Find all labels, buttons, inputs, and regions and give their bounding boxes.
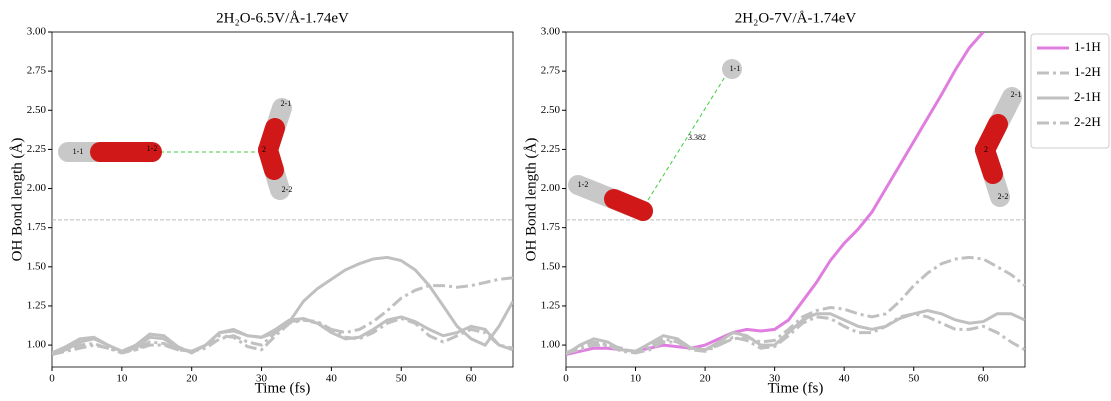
y-tick-label: 1.00: [27, 339, 47, 351]
chart-title: 2H₂O-7V/Å-1.74eV: [735, 10, 857, 26]
legend-label: 2-1H: [1074, 89, 1101, 104]
x-tick-label: 30: [256, 373, 268, 385]
figure: 2H₂O-6.5V/Å-1.74eVTime (fs)OH Bond lengt…: [0, 0, 1111, 401]
annotation: 1-1: [73, 147, 84, 156]
y-tick-label: 1.25: [541, 299, 561, 311]
series-group: [566, 32, 1025, 355]
x-tick-label: 10: [116, 373, 128, 385]
y-tick-label: 2.00: [541, 182, 561, 194]
y-tick-label: 2.75: [27, 65, 47, 77]
annotation: 2: [262, 145, 266, 154]
annotation: 2-2: [998, 192, 1009, 201]
y-tick-label: 3.00: [27, 26, 47, 38]
x-tick-label: 0: [563, 373, 569, 385]
y-tick-label: 1.75: [27, 221, 47, 233]
x-tick-label: 40: [839, 373, 851, 385]
annotation: 1-2: [147, 144, 158, 153]
x-tick-label: 40: [326, 373, 338, 385]
annotation: 1-1: [730, 64, 741, 73]
molecule-bond: [614, 199, 643, 211]
x-tick-label: 50: [396, 373, 408, 385]
y-tick-label: 2.00: [27, 182, 47, 194]
y-axis-label: OH Bond length (Å): [9, 138, 25, 262]
y-tick-label: 1.25: [27, 299, 47, 311]
y-tick-label: 1.50: [541, 260, 561, 272]
chart-title: 2H₂O-6.5V/Å-1.74eV: [216, 10, 349, 26]
y-tick-label: 1.00: [541, 339, 561, 351]
annotation: 2-1: [281, 99, 292, 108]
x-tick-label: 20: [186, 373, 198, 385]
y-tick-label: 2.25: [27, 143, 47, 155]
annotation: 3.382: [688, 133, 706, 142]
annotation: 1-2: [578, 180, 589, 189]
y-tick-label: 2.50: [541, 104, 561, 116]
series-line: [566, 32, 983, 355]
series-line: [52, 317, 513, 353]
legend-label: 1-2H: [1074, 64, 1101, 79]
y-tick-label: 2.75: [541, 65, 561, 77]
annotation: 2-1: [1011, 90, 1022, 99]
series-line: [566, 257, 1025, 353]
series-line: [52, 257, 513, 354]
y-tick-label: 2.50: [27, 104, 47, 116]
x-tick-label: 50: [908, 373, 920, 385]
series-group: [52, 257, 513, 354]
x-tick-label: 60: [978, 373, 990, 385]
annotation: 2: [984, 145, 988, 154]
x-tick-label: 0: [49, 373, 55, 385]
series-line: [566, 311, 1025, 355]
y-tick-label: 1.75: [541, 221, 561, 233]
legend-label: 2-2H: [1074, 114, 1101, 129]
annotation: 2-2: [282, 185, 293, 194]
legend-label: 1-1H: [1074, 39, 1101, 54]
x-tick-label: 60: [466, 373, 478, 385]
y-tick-label: 3.00: [541, 26, 561, 38]
y-tick-label: 2.25: [541, 143, 561, 155]
series-line: [52, 278, 513, 353]
x-tick-label: 10: [630, 373, 642, 385]
x-tick-label: 20: [700, 373, 712, 385]
molecule-bond: [268, 150, 274, 170]
y-axis-label: OH Bond length (Å): [523, 138, 539, 262]
x-tick-label: 30: [769, 373, 781, 385]
y-tick-label: 1.50: [27, 260, 47, 272]
